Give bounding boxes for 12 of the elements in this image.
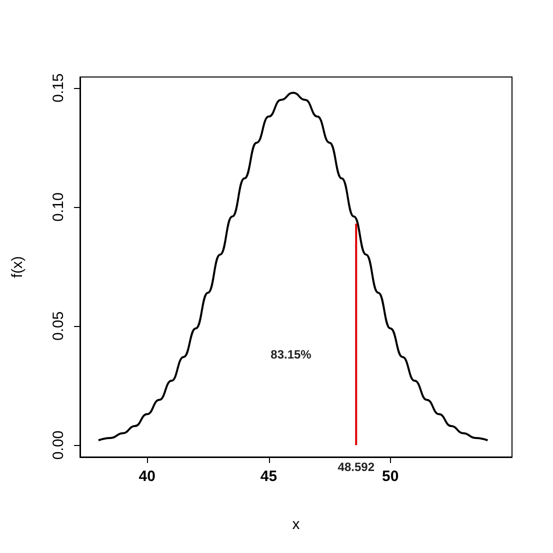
x-axis-title: x bbox=[292, 516, 300, 533]
x-tick-label: 45 bbox=[260, 468, 278, 485]
text: 48.592 bbox=[338, 460, 375, 474]
y-tick-label: 0.15 bbox=[50, 73, 67, 103]
y-tick-label: 0.05 bbox=[50, 311, 67, 341]
y-tick-label: 0.10 bbox=[50, 192, 67, 222]
annotation: 83.15% bbox=[270, 347, 312, 362]
y-axis-title: f(x) bbox=[9, 256, 26, 278]
y-tick-label: 0.00 bbox=[50, 430, 67, 460]
x-tick-label: 50 bbox=[382, 468, 399, 485]
x-tick-label: 40 bbox=[138, 468, 156, 485]
line-series bbox=[97, 92, 489, 442]
